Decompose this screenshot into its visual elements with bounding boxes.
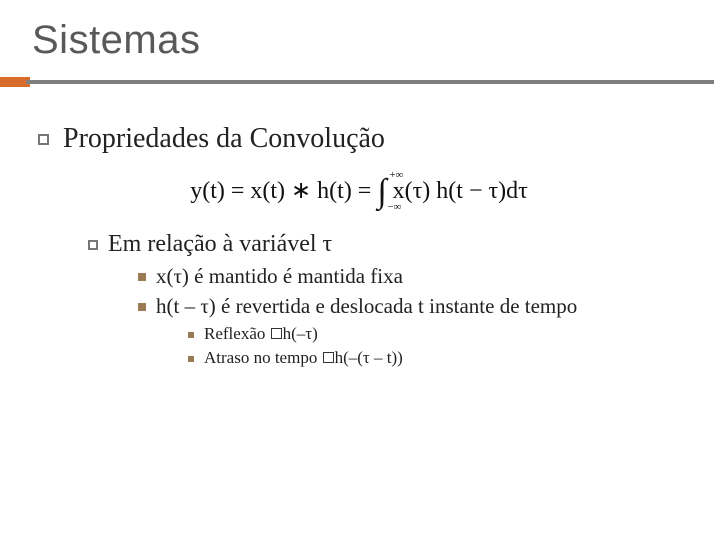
level1-text: Propriedades da Convolução bbox=[63, 123, 385, 155]
hollow-square-icon bbox=[88, 240, 98, 250]
l4a-post: h(–τ) bbox=[283, 324, 318, 343]
bullet-level1: Propriedades da Convolução bbox=[38, 123, 680, 155]
bullet-level3: x(τ) é mantido é mantida fixa bbox=[138, 264, 680, 289]
divider bbox=[0, 77, 720, 95]
equation-block: y(t) = x(t) ∗ h(t) = ∫+∞−∞ x(τ) h(t − τ)… bbox=[38, 173, 680, 211]
bullet-level4: Atraso no tempo h(–(τ – t)) bbox=[188, 348, 680, 368]
content-area: Propriedades da Convolução y(t) = x(t) ∗… bbox=[0, 95, 720, 368]
hollow-square-icon bbox=[38, 134, 49, 145]
integral-upper-limit: +∞ bbox=[389, 169, 403, 181]
solid-square-icon bbox=[138, 303, 146, 311]
equation-text: y(t) = x(t) ∗ h(t) = ∫+∞−∞ x(τ) h(t − τ)… bbox=[190, 178, 528, 204]
missing-glyph-icon bbox=[271, 328, 282, 339]
solid-square-icon bbox=[188, 332, 194, 338]
l4a-pre: Reflexão bbox=[204, 324, 270, 343]
solid-square-icon bbox=[188, 356, 194, 362]
level2-text: Em relação à variável τ bbox=[108, 231, 332, 258]
slide-title: Sistemas bbox=[32, 18, 720, 63]
missing-glyph-icon bbox=[323, 352, 334, 363]
level4-text-a: Reflexão h(–τ) bbox=[204, 324, 318, 344]
level3-text-a: x(τ) é mantido é mantida fixa bbox=[156, 264, 403, 289]
level4-text-b: Atraso no tempo h(–(τ – t)) bbox=[204, 348, 403, 368]
bullet-level4: Reflexão h(–τ) bbox=[188, 324, 680, 344]
l4b-pre: Atraso no tempo bbox=[204, 348, 322, 367]
l4b-post: h(–(τ – t)) bbox=[335, 348, 403, 367]
divider-line bbox=[26, 80, 714, 84]
integral-icon: ∫+∞−∞ bbox=[377, 173, 386, 211]
slide: Sistemas Propriedades da Convolução y(t)… bbox=[0, 0, 720, 540]
bullet-level2: Em relação à variável τ bbox=[88, 231, 680, 258]
solid-square-icon bbox=[138, 273, 146, 281]
integral-lower-limit: −∞ bbox=[387, 201, 401, 213]
title-area: Sistemas bbox=[0, 0, 720, 63]
level3-text-b: h(t – τ) é revertida e deslocada t insta… bbox=[156, 294, 577, 319]
bullet-level3: h(t – τ) é revertida e deslocada t insta… bbox=[138, 294, 680, 319]
